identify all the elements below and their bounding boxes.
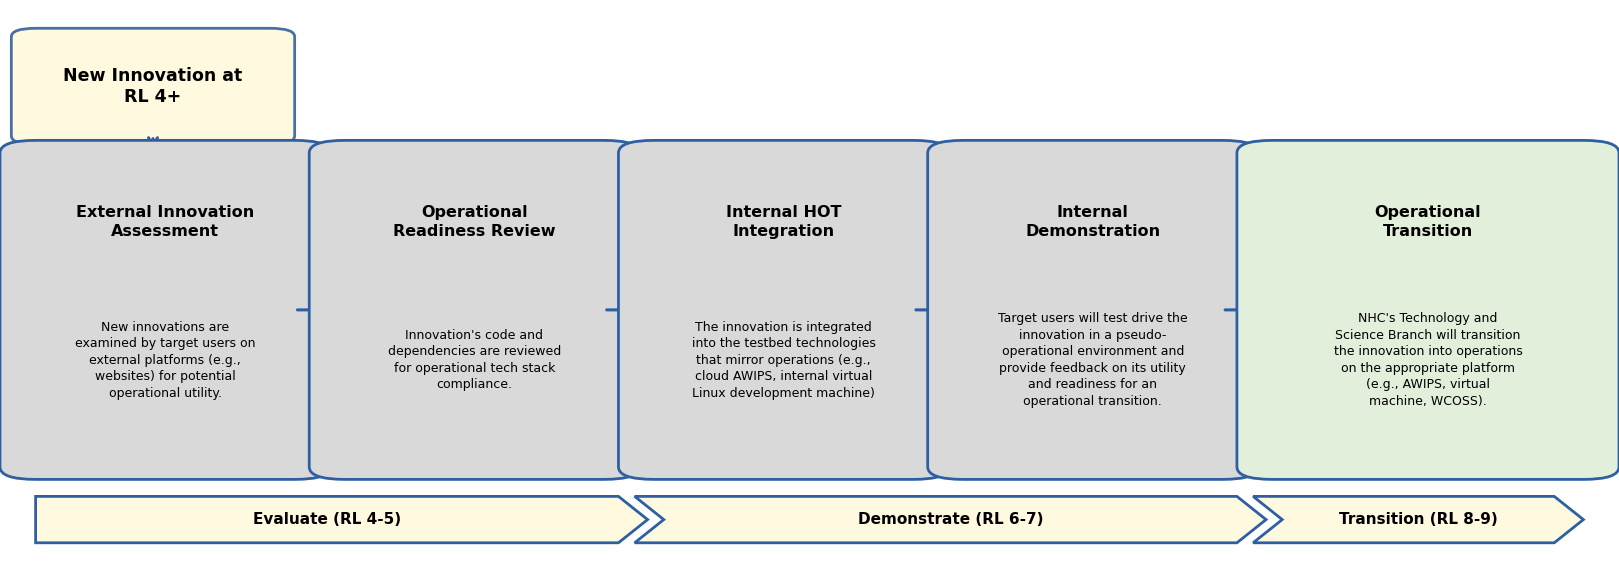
Text: Transition (RL 8-9): Transition (RL 8-9) [1339,512,1498,527]
Polygon shape [36,496,648,543]
Text: NHC's Technology and
Science Branch will transition
the innovation into operatio: NHC's Technology and Science Branch will… [1334,312,1522,408]
Text: New Innovation at
RL 4+: New Innovation at RL 4+ [63,67,243,106]
Text: Evaluate (RL 4-5): Evaluate (RL 4-5) [253,512,402,527]
Text: Internal
Demonstration: Internal Demonstration [1025,205,1161,239]
Polygon shape [635,496,1266,543]
FancyBboxPatch shape [928,140,1258,479]
Polygon shape [1253,496,1583,543]
Text: Demonstrate (RL 6-7): Demonstrate (RL 6-7) [858,512,1043,527]
FancyBboxPatch shape [11,28,295,144]
FancyBboxPatch shape [309,140,640,479]
Text: Operational
Transition: Operational Transition [1375,205,1481,239]
FancyBboxPatch shape [1237,140,1619,479]
Text: Innovation's code and
dependencies are reviewed
for operational tech stack
compl: Innovation's code and dependencies are r… [387,329,562,392]
Text: The innovation is integrated
into the testbed technologies
that mirror operation: The innovation is integrated into the te… [691,321,876,400]
Text: Operational
Readiness Review: Operational Readiness Review [393,205,555,239]
FancyBboxPatch shape [618,140,949,479]
Text: New innovations are
examined by target users on
external platforms (e.g.,
websit: New innovations are examined by target u… [74,321,256,400]
Text: Internal HOT
Integration: Internal HOT Integration [725,205,842,239]
Text: External Innovation
Assessment: External Innovation Assessment [76,205,254,239]
FancyBboxPatch shape [0,140,330,479]
Text: Target users will test drive the
innovation in a pseudo-
operational environment: Target users will test drive the innovat… [997,312,1188,408]
